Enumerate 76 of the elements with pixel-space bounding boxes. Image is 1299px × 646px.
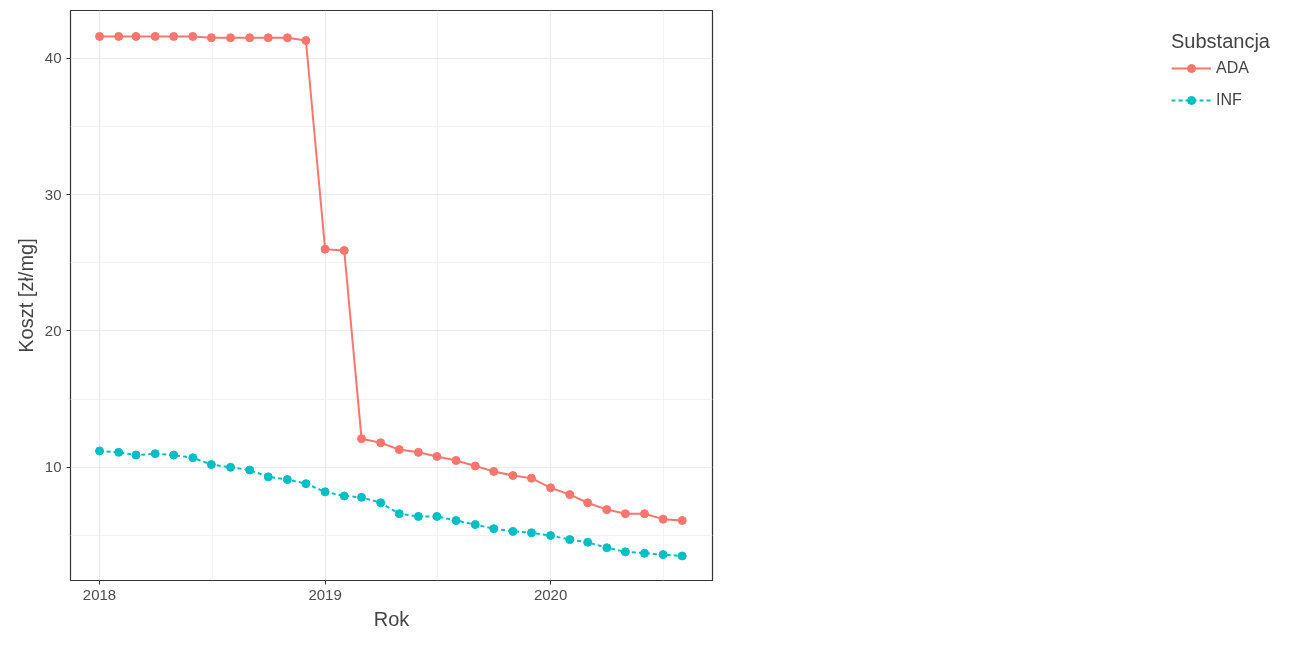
point <box>677 516 687 525</box>
point <box>394 445 404 455</box>
y-tick-label: 10 <box>44 458 62 476</box>
point <box>320 244 330 254</box>
point <box>114 31 124 41</box>
point <box>339 491 349 501</box>
point <box>677 551 687 561</box>
point <box>526 473 536 483</box>
point <box>95 446 105 456</box>
y-tick-label: 30 <box>44 185 62 203</box>
point <box>565 490 575 500</box>
legend-label: INF <box>1216 91 1242 109</box>
legend-label: ADA <box>1216 59 1249 77</box>
point <box>376 498 386 508</box>
x-tick-label: 2018 <box>82 585 117 603</box>
point <box>150 31 160 41</box>
point <box>282 475 292 485</box>
point <box>206 460 216 470</box>
point <box>114 447 124 457</box>
point <box>263 33 273 43</box>
point <box>357 434 367 444</box>
point <box>226 33 236 43</box>
point <box>508 471 518 480</box>
point <box>169 450 179 460</box>
point <box>602 505 612 515</box>
point <box>526 528 536 538</box>
x-tick-label: 2019 <box>308 585 342 603</box>
point <box>546 531 556 540</box>
point <box>188 31 198 41</box>
point <box>565 535 575 545</box>
point <box>640 509 650 519</box>
point <box>602 543 612 553</box>
y-tick-label: 20 <box>44 321 62 339</box>
point <box>95 31 105 41</box>
x-tick-label: 2020 <box>533 585 568 603</box>
point <box>339 246 349 255</box>
point <box>546 483 556 493</box>
point <box>583 498 593 508</box>
point <box>583 537 593 547</box>
point <box>394 509 404 519</box>
point <box>150 449 160 459</box>
point <box>301 479 311 489</box>
point <box>301 36 311 45</box>
point <box>376 438 386 448</box>
point <box>658 514 668 524</box>
point <box>245 465 255 475</box>
point <box>432 451 442 461</box>
point <box>470 520 480 530</box>
point <box>169 31 179 41</box>
point <box>640 548 650 558</box>
y-tick-label: 40 <box>44 49 62 67</box>
x-axis-title: Rok <box>373 607 411 630</box>
point <box>282 33 292 43</box>
point <box>508 526 518 536</box>
point <box>413 511 423 521</box>
point <box>131 31 141 41</box>
point <box>470 461 480 471</box>
point <box>245 33 255 43</box>
point <box>413 447 423 457</box>
point <box>320 487 330 497</box>
point <box>620 547 630 557</box>
point <box>357 492 367 502</box>
point <box>658 550 668 560</box>
point <box>451 456 461 465</box>
point <box>489 524 499 534</box>
point <box>226 462 236 472</box>
point <box>451 516 461 525</box>
point <box>620 509 630 519</box>
point <box>489 466 499 476</box>
point <box>263 472 273 482</box>
legend-title: Substancja <box>1171 30 1270 53</box>
point <box>131 450 141 460</box>
y-axis-title: Koszt [zł/mg] <box>14 238 37 353</box>
point <box>188 453 198 463</box>
point <box>432 511 442 521</box>
point <box>206 33 216 43</box>
